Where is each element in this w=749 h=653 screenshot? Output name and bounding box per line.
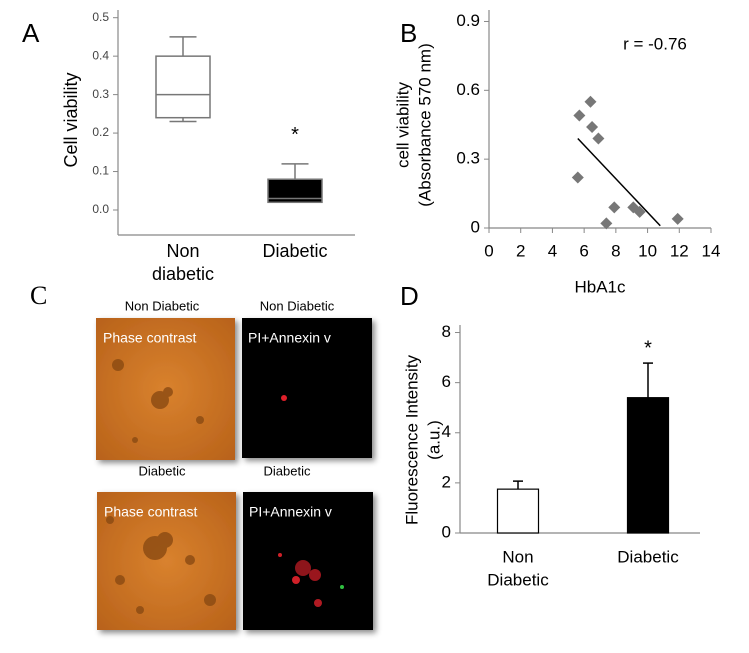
y-tick-label: 0 [442,522,451,541]
trendline [577,137,661,227]
panel-label: C [30,281,47,310]
box [155,55,211,119]
point [608,201,621,214]
x-tick-label: 14 [702,241,721,260]
y-axis-label: Fluorescence Intensity [402,354,421,525]
x-tick-label: 2 [516,241,525,260]
x-tick-label: 6 [579,241,588,260]
y-tick-label: 6 [442,372,451,391]
image-caption: Diabetic [264,463,311,478]
image-overlay: PI+Annexin v [249,504,332,520]
x-tick-label: Diabetic [617,547,679,566]
fluorescent-spots [278,395,344,607]
x-tick-label: Non [502,547,533,566]
x-tick-label: 12 [670,241,689,260]
image-caption: Diabetic [139,463,186,478]
point [592,132,605,145]
y-tick-label: 0 [471,217,480,236]
x-tick-label: 4 [548,241,557,260]
y-tick-label: 4 [442,422,451,441]
point [573,109,586,122]
cells [106,359,216,614]
annotation: r = -0.76 [623,34,687,53]
y-axis-label: (Absorbance 570 nm) [415,43,434,206]
significance-mark: * [291,124,299,146]
y-tick-label: 0.2 [92,125,109,139]
x-tick-label: Diabetic [262,241,327,261]
image-overlay: Phase contrast [104,504,197,520]
fluorescence-image [242,318,372,458]
bar [626,397,670,534]
image-caption: Non Diabetic [260,298,335,313]
fluorescence-image [243,492,373,630]
y-tick-label: 8 [442,322,451,341]
point [571,171,584,184]
y-tick-label: 2 [442,472,451,491]
x-tick-label: Non [166,241,199,261]
x-tick-label: 10 [638,241,657,260]
significance-mark: * [644,337,652,359]
panel-label: B [400,18,417,48]
point [633,205,646,218]
y-tick-label: 0.1 [92,164,109,178]
phase-image [97,492,236,630]
x-tick-label: 8 [611,241,620,260]
image-overlay: Phase contrast [103,330,196,346]
y-tick-label: 0.0 [92,202,109,216]
panel-c-images [96,318,373,630]
image-caption: Non Diabetic [125,298,200,313]
point [600,217,613,230]
y-axis-label: cell viability [393,82,412,168]
y-tick-label: 0.6 [456,80,480,99]
y-axis-label: (a.u.) [424,420,443,460]
bar [496,488,540,534]
point [586,121,599,134]
y-tick-label: 0.9 [456,11,480,30]
y-tick-label: 0.3 [92,87,109,101]
panel-label: A [22,18,40,48]
x-tick-label: diabetic [152,264,214,284]
y-tick-label: 0.5 [92,10,109,24]
point [584,95,597,108]
panel-label: D [400,281,419,311]
x-tick-label: Diabetic [487,570,549,589]
y-tick-label: 0.4 [92,48,109,62]
x-tick-label: 0 [484,241,493,260]
x-axis-label: HbA1c [574,277,626,296]
y-tick-label: 0.3 [456,149,480,168]
box [267,178,323,204]
image-overlay: PI+Annexin v [248,330,331,346]
y-axis-label: Cell viability [61,72,81,167]
point [671,212,684,225]
